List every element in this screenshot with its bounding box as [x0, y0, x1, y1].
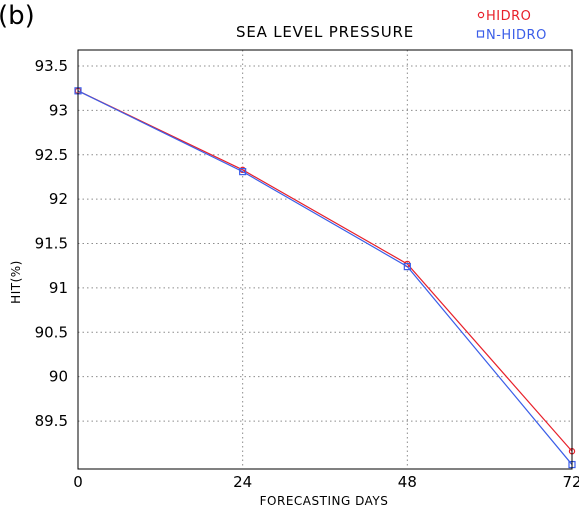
- x-tick-label: 24: [233, 473, 252, 491]
- series-line-hidro: [77, 90, 573, 452]
- plot-frame: [77, 49, 573, 470]
- y-tick-label: 90: [49, 368, 68, 386]
- y-tick-label: 89.5: [35, 412, 68, 430]
- y-tick-labels: 93.5 93 92.5 92 91.5 91 90.5 90 89.5: [35, 57, 68, 430]
- data-point-n-hidro: [239, 168, 247, 176]
- legend-marker-hidro: [477, 11, 485, 19]
- legend: HIDRO N-HIDRO: [476, 9, 547, 43]
- y-tick-label: 93: [49, 101, 68, 119]
- y-tick-label: 91: [49, 279, 68, 297]
- legend-label-hidro: HIDRO: [486, 9, 531, 24]
- x-tick-label: 0: [73, 473, 83, 491]
- x-tick-label: 72: [562, 473, 579, 491]
- x-tick-label: 48: [398, 473, 417, 491]
- x-tick-labels: 0 24 48 72: [73, 473, 579, 491]
- y-tick-label: 93.5: [35, 57, 68, 75]
- chart-title: SEA LEVEL PRESSURE: [236, 23, 414, 41]
- legend-label-n-hidro: N-HIDRO: [486, 28, 547, 43]
- series-group: [74, 87, 576, 469]
- y-tick-label: 90.5: [35, 323, 68, 341]
- data-point-n-hidro: [403, 263, 411, 271]
- series-line-n-hidro: [77, 90, 573, 465]
- x-axis-title: FORECASTING DAYS: [260, 494, 389, 508]
- y-tick-label: 92.5: [35, 146, 68, 164]
- y-tick-label: 91.5: [35, 235, 68, 253]
- y-axis-title: HIT(%): [9, 260, 23, 304]
- legend-marker-n-hidro: [476, 30, 485, 38]
- gridlines: [78, 50, 572, 469]
- panel-label: (b): [0, 1, 35, 31]
- y-tick-label: 92: [49, 190, 68, 208]
